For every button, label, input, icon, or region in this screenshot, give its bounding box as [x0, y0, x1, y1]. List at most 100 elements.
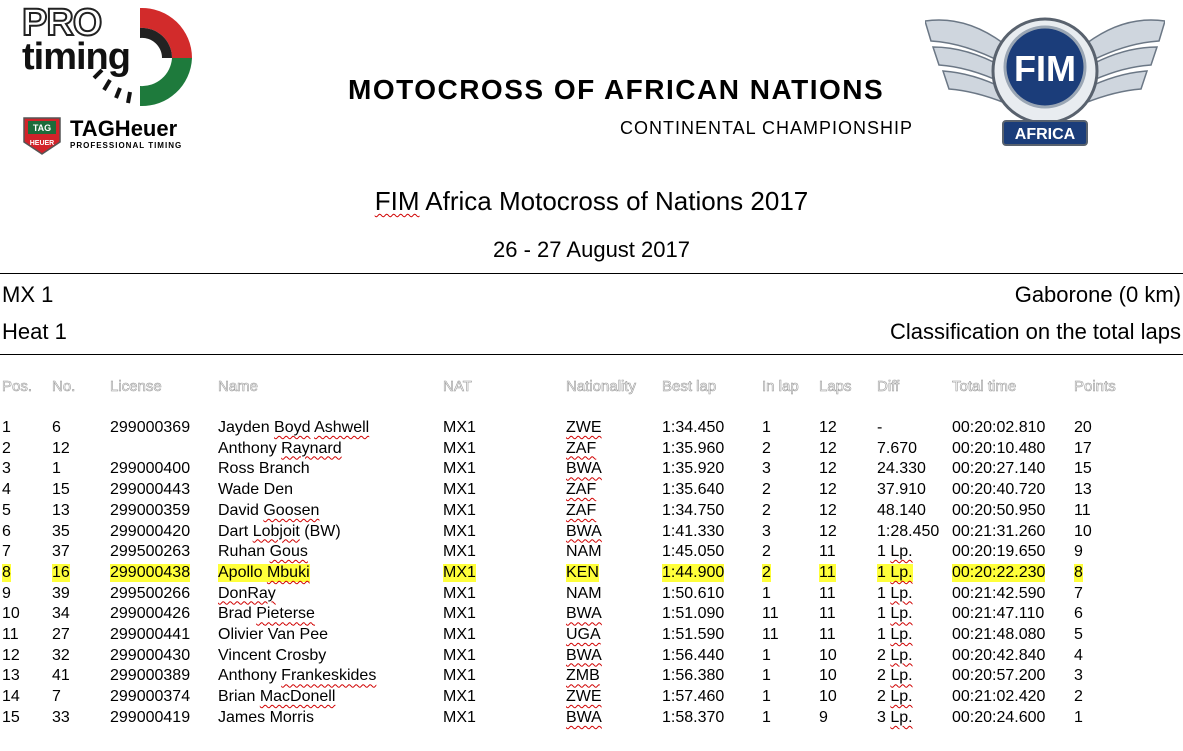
cell-pos: 8 [2, 563, 11, 582]
table-row: 2 12 Anthony Raynard MX1 ZAF 1:35.960 2 12 7.670… [0, 440, 1183, 461]
cell-no: 1 [52, 460, 61, 478]
cell-no: 35 [52, 522, 70, 540]
cell-best: 1:51.590 [662, 626, 725, 643]
cell-license: 299000374 [110, 688, 191, 706]
tag-heuer-sub: PROFESSIONAL TIMING [70, 141, 183, 150]
cell-nationality: ZAF [566, 439, 597, 457]
cell-no: 16 [52, 563, 70, 582]
cell-nationality: NAM [566, 584, 602, 602]
cell-points: 1 [1074, 708, 1083, 726]
table-row: 12 32 299000430 Vincent Crosby MX1 BWA 1:56.44… [0, 647, 1183, 668]
cell-inlap: 1 [762, 584, 771, 602]
cell-nationality: ZMB [566, 667, 600, 685]
cell-nat: MX1 [443, 688, 476, 706]
cell-nat: MX1 [443, 522, 476, 540]
cell-diff: 1 Lp. [877, 584, 913, 602]
cell-inlap: 2 [762, 501, 771, 519]
cell-best: 1:57.460 [662, 688, 725, 706]
cell-pos: 10 [2, 605, 20, 623]
cell-diff: 2 Lp. [877, 688, 913, 706]
cell-points: 7 [1074, 584, 1083, 602]
fim-africa-logo: FIM AFRICA [925, 17, 1165, 146]
cell-nationality: BWA [566, 605, 602, 623]
cell-total: 00:21:47.110 [952, 605, 1045, 623]
tag-heuer-logo: TAG HEUER TAGHeuer PROFESSIONAL TIMING [22, 116, 212, 158]
cell-inlap: 1 [762, 688, 771, 706]
cell-inlap: 3 [762, 522, 771, 540]
table-row: 8 16 299000438 Apollo Mbuki MX1 KEN 1:44.900 2 1… [0, 563, 1183, 585]
cell-points: 15 [1074, 460, 1092, 478]
cell-pos: 4 [2, 481, 11, 499]
cell-diff: - [877, 419, 883, 436]
cell-best: 1:45.050 [662, 543, 725, 561]
cell-license: 299000430 [110, 646, 191, 664]
cell-nat: MX1 [443, 667, 476, 685]
cell-nationality: NAM [566, 543, 602, 561]
cell-total: 00:21:02.420 [952, 688, 1046, 706]
cell-points: 4 [1074, 646, 1083, 664]
cell-pos: 2 [2, 439, 11, 457]
table-row: 9 39 299500266 DonRay MX1 NAM 1:50.610 1 11 1 Lp.… [0, 585, 1183, 606]
cell-total: 00:21:31.260 [952, 522, 1046, 540]
cell-diff: 48.140 [877, 501, 926, 519]
cell-points: 10 [1074, 522, 1092, 540]
cell-diff: 3 Lp. [877, 708, 913, 726]
tag-badge-bottom: HEUER [30, 140, 55, 147]
cell-name: Brian MacDonell [218, 688, 336, 706]
cell-laps: 11 [819, 563, 836, 582]
cell-best: 1:34.750 [662, 501, 725, 519]
cell-points: 5 [1074, 626, 1083, 643]
cell-nationality: BWA [566, 646, 602, 664]
cell-diff: 37.910 [877, 481, 926, 499]
banner-subtitle: CONTINENTAL CHAMPIONSHIP [620, 118, 914, 138]
cell-inlap: 11 [762, 605, 779, 623]
cell-license: 299500266 [110, 584, 191, 602]
cell-nationality: BWA [566, 708, 602, 726]
cell-name: Ross Branch [218, 460, 310, 478]
cell-diff: 24.330 [877, 460, 926, 478]
cell-total: 00:20:22.230 [952, 563, 1046, 582]
cell-pos: 1 [2, 419, 11, 436]
event-date: 26 - 27 August 2017 [493, 237, 690, 262]
cell-laps: 10 [819, 646, 837, 664]
cell-diff: 7.670 [877, 439, 918, 457]
cell-best: 1:35.960 [662, 439, 725, 457]
cell-no: 7 [52, 688, 61, 706]
cell-total: 00:20:27.140 [952, 460, 1046, 478]
pro-timing-logo: PRO timing [21, 3, 202, 111]
cell-best: 1:56.440 [662, 646, 725, 664]
cell-name: Dart Lobjoit (BW) [218, 522, 341, 540]
cell-nat: MX1 [443, 543, 476, 561]
cell-diff: 1 Lp. [877, 605, 913, 623]
cell-no: 6 [52, 419, 61, 436]
event-title-prefix: FIM [374, 186, 420, 216]
cell-no: 39 [52, 584, 70, 602]
cell-pos: 12 [2, 646, 20, 664]
cell-no: 27 [52, 626, 70, 643]
cell-total: 00:20:57.200 [952, 667, 1046, 685]
cell-laps: 11 [819, 584, 836, 602]
bottom-divider [0, 354, 1183, 355]
cell-inlap: 1 [762, 667, 771, 685]
cell-total: 00:20:19.650 [952, 543, 1046, 561]
header-pos: Pos. [2, 378, 33, 396]
table-row: 1 6 299000369 Jayden Boyd Ashwell MX1 ZWE 1:34… [0, 419, 1183, 440]
cell-best: 1:58.370 [662, 708, 725, 726]
cell-best: 1:35.920 [662, 460, 725, 478]
cell-laps: 10 [819, 688, 837, 706]
tag-heuer-shield-icon: TAG HEUER [23, 117, 61, 155]
cell-laps: 11 [819, 605, 836, 623]
cell-points: 17 [1074, 439, 1092, 457]
header-total-time: Total time [952, 378, 1017, 396]
cell-nat: MX1 [443, 646, 476, 664]
cell-diff: 1:28.450 [877, 522, 940, 540]
cell-laps: 11 [819, 626, 836, 643]
cell-laps: 12 [819, 501, 837, 519]
table-row: 5 13 299000359 David Goosen MX1 ZAF 1:34.750 2 1… [0, 502, 1183, 523]
cell-nationality: BWA [566, 522, 602, 540]
location-label: Gaborone (0 km) [1014, 282, 1181, 307]
cell-total: 00:20:42.840 [952, 646, 1046, 664]
cell-nat: MX1 [443, 563, 476, 582]
cell-pos: 9 [2, 584, 11, 602]
cell-laps: 12 [819, 419, 837, 436]
